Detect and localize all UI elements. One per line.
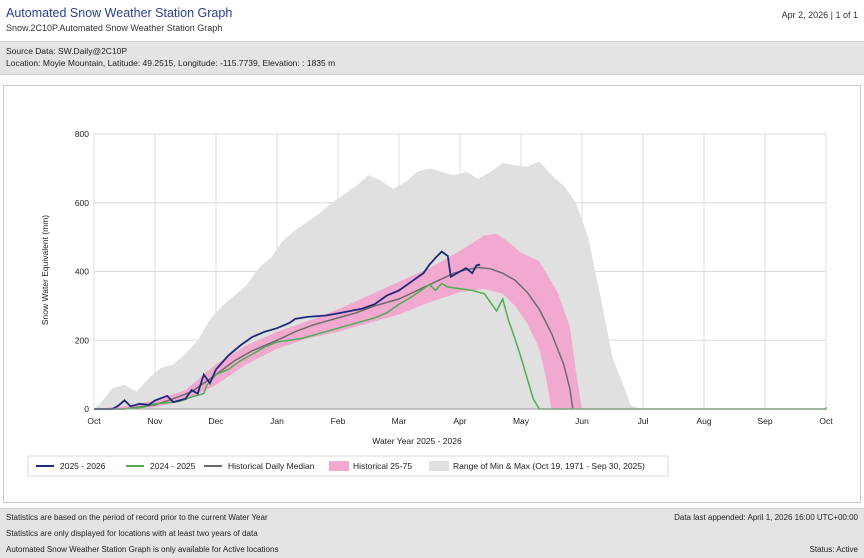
legend-swatch bbox=[329, 461, 349, 471]
report-header: Automated Snow Weather Station Graph Sno… bbox=[0, 0, 864, 40]
y-tick-label: 800 bbox=[75, 129, 89, 139]
legend-item-previous: 2024 - 2025 bbox=[126, 461, 196, 471]
x-tick-label: Jun bbox=[575, 416, 589, 426]
last-appended-label: Data last appended: April 1, 2026 16:00 … bbox=[674, 513, 858, 522]
x-tick-label: Feb bbox=[331, 416, 346, 426]
chart-panel: Snow Water Equivalent (mm) Water Year 20… bbox=[3, 85, 861, 503]
x-tick-label: Jul bbox=[638, 416, 649, 426]
legend-label: Historical 25-75 bbox=[353, 461, 412, 471]
snow-chart: Snow Water Equivalent (mm) Water Year 20… bbox=[27, 129, 833, 477]
legend-item-minmax: Range of Min & Max (Oct 19, 1971 - Sep 3… bbox=[429, 461, 645, 471]
x-tick-label: Oct bbox=[819, 416, 833, 426]
bands bbox=[94, 161, 826, 409]
status-label: Status: Active bbox=[809, 545, 858, 554]
y-tick-label: 400 bbox=[75, 267, 89, 277]
x-tick-label: May bbox=[513, 416, 530, 426]
percentile-band bbox=[94, 233, 582, 409]
y-tick-label: 200 bbox=[75, 335, 89, 345]
x-tick-label: Oct bbox=[87, 416, 101, 426]
source-data-label: Source Data: SW.Daily@2C10P bbox=[6, 46, 128, 56]
current-year-line bbox=[94, 250, 481, 410]
legend-item-median: Historical Daily Median bbox=[204, 461, 315, 471]
x-tick-label: Sep bbox=[757, 416, 772, 426]
previous-year-line bbox=[94, 282, 827, 410]
footer-note-statistics: Statistics are only displayed for locati… bbox=[6, 529, 258, 538]
footer-note-period: Statistics are based on the period of re… bbox=[6, 513, 268, 522]
y-tick-label: 600 bbox=[75, 198, 89, 208]
series-lines bbox=[94, 250, 827, 410]
legend-item-current: 2025 - 2026 bbox=[36, 461, 106, 471]
legend-label: Range of Min & Max (Oct 19, 1971 - Sep 3… bbox=[453, 461, 645, 471]
footer-note-active: Automated Snow Weather Station Graph is … bbox=[6, 545, 279, 554]
axes: Snow Water Equivalent (mm) Water Year 20… bbox=[40, 129, 833, 446]
x-tick-label: Jan bbox=[270, 416, 284, 426]
x-tick-label: Nov bbox=[147, 416, 163, 426]
legend-item-25-75: Historical 25-75 bbox=[329, 461, 412, 471]
footer: Statistics are based on the period of re… bbox=[0, 508, 864, 558]
location-label: Location: Moyie Mountain, Latitude: 49.2… bbox=[6, 58, 336, 68]
page-info: Apr 2, 2026 | 1 of 1 bbox=[781, 10, 858, 20]
source-info-bar: Source Data: SW.Daily@2C10P Location: Mo… bbox=[0, 41, 864, 75]
legend-label: 2025 - 2026 bbox=[60, 461, 106, 471]
report-subtitle: Snow.2C10P.Automated Snow Weather Statio… bbox=[6, 23, 223, 33]
x-tick-label: Apr bbox=[453, 416, 466, 426]
report-title: Automated Snow Weather Station Graph bbox=[6, 6, 233, 20]
x-axis-label: Water Year 2025 - 2026 bbox=[372, 436, 462, 446]
legend-label: Historical Daily Median bbox=[228, 461, 315, 471]
legend: 2025 - 2026 2024 - 2025 Historical Daily M… bbox=[27, 455, 669, 477]
y-tick-label: 0 bbox=[84, 404, 89, 414]
legend-label: 2024 - 2025 bbox=[150, 461, 196, 471]
x-tick-label: Mar bbox=[392, 416, 407, 426]
legend-swatch bbox=[429, 461, 449, 471]
x-tick-label: Dec bbox=[208, 416, 224, 426]
x-tick-label: Aug bbox=[696, 416, 711, 426]
y-axis-label: Snow Water Equivalent (mm) bbox=[40, 215, 50, 325]
